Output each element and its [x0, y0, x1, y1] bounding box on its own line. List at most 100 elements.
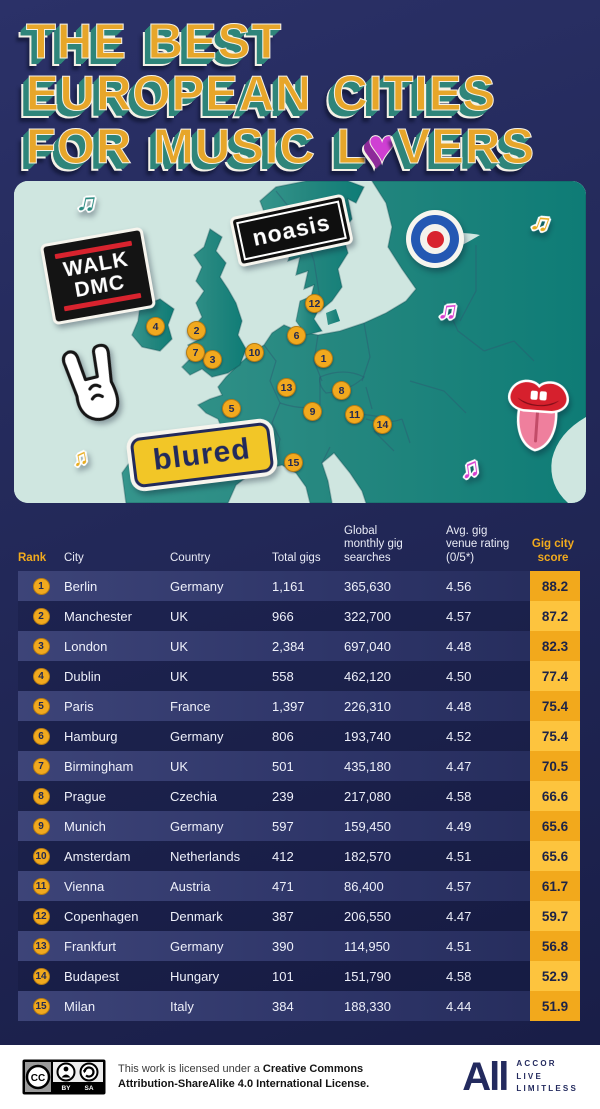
- map-marker-13: 13: [277, 378, 296, 398]
- cell-avg-rating: 4.56: [446, 578, 472, 594]
- cell-score: 51.9: [530, 991, 580, 1022]
- cell-country: Germany: [170, 728, 224, 744]
- map-marker-7: 7: [186, 343, 205, 363]
- cell-city: Budapest: [64, 968, 119, 984]
- page-title: THE BEST EUROPEAN CITIES FOR MUSIC L♥VER…: [0, 0, 600, 173]
- cell-avg-rating: 4.58: [446, 968, 472, 984]
- table-row: 4 Dublin UK 558 462,120 4.50 77.4: [18, 661, 580, 692]
- cell-country: Germany: [170, 578, 224, 594]
- cell-monthly-searches: 151,790: [344, 968, 391, 984]
- title-line-2: EUROPEAN CITIES: [26, 67, 497, 122]
- cell-country: Austria: [170, 878, 211, 894]
- cell-monthly-searches: 206,550: [344, 908, 391, 924]
- cell-avg-rating: 4.58: [446, 788, 472, 804]
- table-row: 9 Munich Germany 597 159,450 4.49 65.6: [18, 811, 580, 842]
- cell-city: Birmingham: [64, 758, 134, 774]
- creative-commons-badge-icon: CC BY SA: [22, 1059, 106, 1095]
- black-sea: [551, 417, 586, 504]
- license-text: This work is licensed under a Creative C…: [118, 1062, 369, 1093]
- cell-country: UK: [170, 608, 189, 624]
- header-monthly-searches: Global monthly gig searches: [344, 524, 403, 564]
- map-marker-2: 2: [187, 321, 206, 341]
- map-marker-1: 1: [314, 349, 333, 369]
- table-row: 2 Manchester UK 966 322,700 4.57 87.2: [18, 601, 580, 632]
- title-line-3-text-end: VERS: [397, 119, 536, 174]
- title-line-3: FOR MUSIC L♥VERS: [25, 119, 600, 174]
- table-header: Rank City Country Total gigs Global mont…: [18, 517, 580, 571]
- header-country: Country: [170, 551, 211, 564]
- cell-score: 77.4: [530, 661, 580, 692]
- accor-word-3: LIMITLESS: [516, 1084, 578, 1094]
- cell-monthly-searches: 114,950: [344, 938, 391, 954]
- music-note-icon: ♫: [457, 452, 483, 485]
- cell-score: 66.6: [530, 781, 580, 812]
- rank-badge: 11: [32, 877, 50, 895]
- cell-city: London: [64, 638, 108, 654]
- accor-word-2: LIVE: [516, 1071, 544, 1081]
- title-line-3-text: FOR MUSIC L: [25, 119, 368, 174]
- cell-avg-rating: 4.44: [446, 998, 472, 1014]
- map-marker-3: 3: [203, 350, 222, 370]
- cell-avg-rating: 4.47: [446, 758, 472, 774]
- rank-badge: 6: [32, 727, 50, 745]
- cell-score: 75.4: [530, 691, 580, 722]
- map-marker-11: 11: [345, 405, 364, 425]
- cell-avg-rating: 4.49: [446, 818, 472, 834]
- cell-score: 87.2: [530, 601, 580, 632]
- header-gig-city-score: Gig city score: [531, 538, 575, 564]
- cell-city: Hamburg: [64, 728, 118, 744]
- table-body: 1 Berlin Germany 1,161 365,630 4.56 88.2…: [18, 571, 580, 1022]
- table-row: 6 Hamburg Germany 806 193,740 4.52 75.4: [18, 721, 580, 752]
- target-white-ring: [420, 224, 450, 255]
- cell-country: Germany: [170, 938, 224, 954]
- cell-monthly-searches: 226,310: [344, 698, 391, 714]
- cc-label: CC: [31, 1073, 45, 1084]
- license-bold-2: Attribution-ShareAlike 4.0 International…: [118, 1078, 370, 1090]
- table-row: 8 Prague Czechia 239 217,080 4.58 66.6: [18, 781, 580, 812]
- cell-score: 82.3: [530, 631, 580, 662]
- table-row: 5 Paris France 1,397 226,310 4.48 75.4: [18, 691, 580, 722]
- cell-country: Netherlands: [170, 848, 241, 864]
- cell-score: 56.8: [530, 931, 580, 962]
- cell-city: Prague: [64, 788, 106, 804]
- rank-badge: 9: [32, 817, 50, 835]
- cell-total-gigs: 471: [272, 878, 294, 894]
- cell-avg-rating: 4.51: [446, 938, 472, 954]
- table-row: 7 Birmingham UK 501 435,180 4.47 70.5: [18, 751, 580, 782]
- cell-total-gigs: 1,161: [272, 578, 305, 594]
- rock-hand-icon: [52, 333, 134, 436]
- cell-city: Milan: [64, 998, 96, 1014]
- table-row: 10 Amsterdam Netherlands 412 182,570 4.5…: [18, 841, 580, 872]
- table-row: 3 London UK 2,384 697,040 4.48 82.3: [18, 631, 580, 662]
- rank-badge: 13: [32, 937, 50, 955]
- cell-score: 88.2: [530, 571, 580, 602]
- tongue-icon: [501, 377, 572, 462]
- cell-avg-rating: 4.51: [446, 848, 472, 864]
- mod-target-icon: [406, 210, 464, 269]
- cell-total-gigs: 387: [272, 908, 294, 924]
- rank-badge: 2: [32, 607, 50, 625]
- rank-badge: 4: [32, 667, 50, 685]
- cell-country: Czechia: [170, 788, 217, 804]
- denmark-island: [326, 309, 340, 326]
- rank-badge: 14: [32, 967, 50, 985]
- map-marker-15: 15: [284, 453, 303, 473]
- cell-total-gigs: 412: [272, 848, 294, 864]
- cell-total-gigs: 384: [272, 998, 294, 1014]
- cell-country: France: [170, 698, 211, 714]
- cell-score: 59.7: [530, 901, 580, 932]
- cell-city: Amsterdam: [64, 848, 131, 864]
- rank-badge: 10: [32, 847, 50, 865]
- cell-avg-rating: 4.52: [446, 728, 472, 744]
- europe-map: 1 2 3 4 5 6 7 8 9 10 11 12 13 14 15 ♫ ♫ ♫ ♫ ♫ WALK DMC…: [14, 181, 586, 504]
- accor-words: ACCOR LIVE LIMITLESS: [516, 1058, 578, 1096]
- table-row: 12 Copenhagen Denmark 387 206,550 4.47 5…: [18, 901, 580, 932]
- title-line-1: THE BEST: [26, 15, 283, 69]
- header-avg-rating: Avg. gig venue rating (0/5*): [446, 524, 510, 564]
- cell-total-gigs: 558: [272, 668, 294, 684]
- accor-logo: All ACCOR LIVE LIMITLESS: [462, 1057, 578, 1097]
- footer: CC BY SA This work is licensed under a C…: [0, 1045, 600, 1109]
- cell-monthly-searches: 159,450: [344, 818, 391, 834]
- cell-avg-rating: 4.48: [446, 698, 472, 714]
